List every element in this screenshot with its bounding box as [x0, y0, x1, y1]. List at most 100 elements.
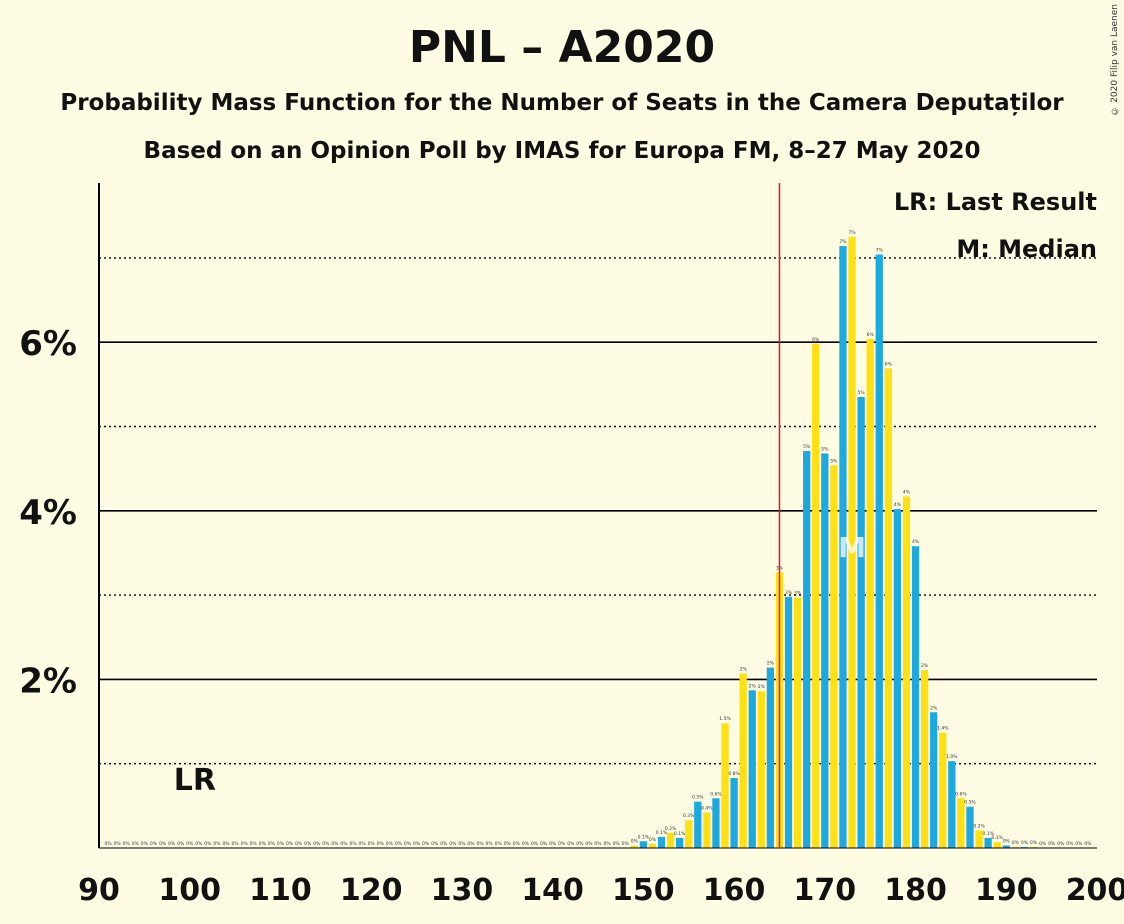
- x-tick-label: 110: [249, 873, 312, 908]
- bar-label-168: 5%: [803, 444, 811, 450]
- bar-label-178: 4%: [894, 502, 902, 508]
- bar-label-148: 0%: [622, 841, 630, 847]
- bar-label-134: 0%: [495, 841, 503, 847]
- bar-label-110: 0%: [277, 841, 285, 847]
- bar-label-161: 2%: [740, 666, 748, 672]
- bar-label-116: 0%: [331, 841, 339, 847]
- bar-label-156: 0.5%: [692, 795, 704, 801]
- bar-label-146: 0%: [604, 841, 612, 847]
- bar-label-125: 0%: [413, 841, 421, 847]
- bar-seat-154: [676, 837, 684, 848]
- bar-label-180: 4%: [912, 539, 920, 545]
- bar-label-194: 0%: [1039, 841, 1047, 847]
- bar-label-193: 0%: [1030, 840, 1038, 846]
- bar-label-187: 0.2%: [973, 823, 985, 829]
- bar-seat-176: [875, 254, 883, 848]
- bar-seat-171: [830, 465, 838, 848]
- bar-label-112: 0%: [295, 841, 303, 847]
- chart-subtitle: Probability Mass Function for the Number…: [60, 90, 1064, 116]
- bar-seat-181: [920, 670, 929, 848]
- last-result-marker: LR: [174, 763, 216, 798]
- bar-label-144: 0%: [585, 841, 593, 847]
- bar-seat-185: [957, 798, 965, 848]
- bar-label-185: 0.6%: [955, 791, 967, 797]
- bar-seat-152: [657, 837, 666, 848]
- bar-seat-173: [848, 236, 856, 848]
- legend-median: M: Median: [956, 235, 1097, 263]
- bar-label-173: 7%: [848, 230, 856, 236]
- bar-label-164: 2%: [767, 661, 775, 667]
- bar-seat-183: [939, 732, 947, 848]
- bar-seat-156: [694, 801, 702, 848]
- bar-label-104: 0%: [222, 841, 230, 847]
- bar-label-160: 0.8%: [728, 771, 740, 777]
- bar-label-93: 0%: [123, 841, 131, 847]
- bar-seat-159: [721, 723, 729, 848]
- bar-label-101: 0%: [195, 841, 203, 847]
- x-tick-label: 170: [794, 873, 857, 908]
- bar-seat-186: [966, 806, 974, 848]
- bar-label-132: 0%: [476, 841, 484, 847]
- bar-label-169: 6%: [812, 337, 820, 343]
- bar-label-98: 0%: [168, 841, 176, 847]
- bar-label-195: 0%: [1048, 841, 1056, 847]
- bar-seat-162: [748, 690, 756, 848]
- bar-label-105: 0%: [232, 841, 240, 847]
- bar-label-182: 2%: [930, 705, 938, 711]
- bar-label-111: 0%: [286, 841, 294, 847]
- bar-label-124: 0%: [404, 841, 412, 847]
- bar-label-107: 0%: [250, 841, 258, 847]
- bar-label-126: 0%: [422, 841, 430, 847]
- bar-label-181: 2%: [921, 663, 929, 669]
- median-marker: M: [838, 531, 866, 564]
- bar-label-141: 0%: [558, 841, 566, 847]
- bar-label-123: 0%: [395, 841, 403, 847]
- x-tick-label: 90: [78, 873, 120, 908]
- bar-label-95: 0%: [141, 841, 149, 847]
- bar-seat-174: [857, 396, 865, 848]
- bar-label-177: 6%: [885, 361, 893, 367]
- y-tick-label: 2%: [19, 661, 77, 701]
- bar-label-142: 0%: [567, 841, 575, 847]
- bar-seat-155: [685, 820, 693, 848]
- bar-label-114: 0%: [313, 841, 321, 847]
- bar-label-189: 0.1%: [991, 835, 1003, 841]
- x-tick-label: 190: [975, 873, 1038, 908]
- bar-label-191: 0%: [1012, 840, 1020, 846]
- bar-label-117: 0%: [340, 841, 348, 847]
- bar-seat-189: [993, 842, 1001, 848]
- bar-seat-169: [812, 343, 820, 848]
- bar-label-188: 0.1%: [982, 831, 994, 837]
- bar-seat-190: [1002, 845, 1010, 848]
- bar-label-147: 0%: [613, 841, 621, 847]
- bar-label-109: 0%: [268, 841, 276, 847]
- bar-label-143: 0%: [576, 841, 584, 847]
- bar-seat-179: [902, 496, 911, 848]
- bar-seat-164: [766, 667, 775, 848]
- bar-seat-149: [630, 845, 638, 848]
- bar-label-172: 7%: [839, 239, 847, 245]
- bar-label-127: 0%: [431, 841, 439, 847]
- bar-label-151: 0%: [649, 837, 657, 843]
- bar-label-118: 0%: [349, 841, 357, 847]
- chart-source: Based on an Opinion Poll by IMAS for Eur…: [143, 138, 981, 164]
- bar-label-199: 0%: [1084, 841, 1092, 847]
- bar-seat-167: [793, 597, 802, 848]
- bar-seat-168: [803, 450, 811, 848]
- legend-last-result: LR: Last Result: [894, 188, 1097, 216]
- bar-seat-160: [730, 778, 738, 848]
- bar-label-120: 0%: [368, 841, 376, 847]
- bar-label-94: 0%: [132, 841, 140, 847]
- bar-label-198: 0%: [1075, 841, 1083, 847]
- bar-label-155: 0.3%: [683, 813, 695, 819]
- y-tick-label: 4%: [19, 493, 77, 533]
- x-tick-label: 140: [521, 873, 584, 908]
- x-tick-label: 200: [1066, 873, 1124, 908]
- x-tick-label: 120: [340, 873, 403, 908]
- bar-label-130: 0%: [458, 841, 466, 847]
- bar-label-102: 0%: [204, 841, 212, 847]
- bar-label-96: 0%: [150, 841, 158, 847]
- bar-label-140: 0%: [549, 841, 557, 847]
- chart-title: PNL – A2020: [408, 22, 716, 73]
